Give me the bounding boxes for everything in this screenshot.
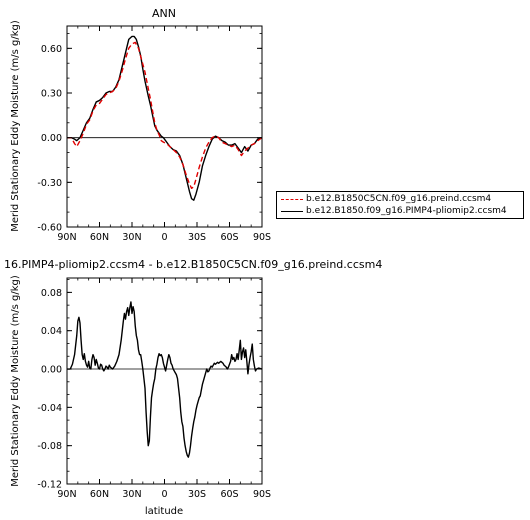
top-plot-frame xyxy=(66,25,263,228)
legend: b.e12.B1850C5CN.f09_g16.preind.ccsm4 b.e… xyxy=(276,191,524,219)
legend-entry-pliomip: b.e12.B1850.f09_g16.PIMP4-pliomip2.ccsm4 xyxy=(281,205,507,217)
x-tick-label: 60S xyxy=(220,232,238,243)
top-chart-title: ANN xyxy=(152,7,176,20)
top-series-group xyxy=(67,35,263,201)
legend-swatch-black-solid xyxy=(281,210,303,212)
bottom-panel: 16.PIMP4-pliomip2.ccsm4 - b.e12.B1850C5C… xyxy=(4,258,382,517)
x-tick-label: 60N xyxy=(90,232,109,243)
bottom-series-group xyxy=(67,301,263,458)
bottom-x-ticks: 90N 60N 30N 0 30S 60S 90S xyxy=(57,278,271,500)
bottom-y-axis-label: Merid Stationary Eddy Moisture (m/s g/kg… xyxy=(10,275,21,487)
top-panel: ANN 0.60 0.30 0.00 -0.30 -0.60 90N 60N 30N 0 30S… xyxy=(10,7,271,243)
x-tick-label: 30N xyxy=(122,489,141,500)
top-y-axis-label: Merid Stationary Eddy Moisture (m/s g/kg… xyxy=(10,20,21,232)
top-series-line-0 xyxy=(67,41,263,189)
bottom-chart-title: 16.PIMP4-pliomip2.ccsm4 - b.e12.B1850C5C… xyxy=(4,258,382,271)
x-tick-label: 0 xyxy=(161,232,167,243)
x-tick-label: 60S xyxy=(220,489,238,500)
x-tick-label: 30N xyxy=(122,232,141,243)
y-tick-label: 0.00 xyxy=(41,133,62,144)
y-tick-label: 0.30 xyxy=(41,89,62,100)
legend-entry-preind: b.e12.B1850C5CN.f09_g16.preind.ccsm4 xyxy=(281,193,491,205)
y-tick-label: 0.60 xyxy=(41,44,62,55)
y-tick-label: 0.04 xyxy=(41,326,62,337)
x-tick-label: 90N xyxy=(57,232,76,243)
x-tick-label: 30S xyxy=(188,232,206,243)
bottom-plot-frame xyxy=(66,277,263,485)
x-tick-label: 90N xyxy=(57,489,76,500)
y-tick-label: -0.60 xyxy=(37,223,62,234)
top-y-ticks: 0.60 0.30 0.00 -0.30 -0.60 xyxy=(37,33,262,234)
y-tick-label: 0.08 xyxy=(41,288,62,299)
y-tick-label: -0.30 xyxy=(37,178,62,189)
x-tick-label: 30S xyxy=(188,489,206,500)
y-tick-label: 0.00 xyxy=(41,365,62,376)
legend-label-pliomip: b.e12.B1850.f09_g16.PIMP4-pliomip2.ccsm4 xyxy=(306,206,507,216)
top-x-ticks: 90N 60N 30N 0 30S 60S 90S xyxy=(57,26,271,243)
top-series-line-1 xyxy=(67,35,263,201)
x-tick-label: 90S xyxy=(253,489,271,500)
legend-label-preind: b.e12.B1850C5CN.f09_g16.preind.ccsm4 xyxy=(306,194,492,204)
x-tick-label: 90S xyxy=(253,232,271,243)
legend-swatch-red-dashed xyxy=(281,198,303,200)
x-tick-label: 60N xyxy=(90,489,109,500)
y-tick-label: -0.08 xyxy=(37,441,62,452)
bottom-y-ticks: 0.08 0.04 0.00 -0.04 -0.08 -0.12 xyxy=(37,279,262,491)
x-tick-label: 0 xyxy=(161,489,167,500)
bot-series-line-0 xyxy=(67,301,263,458)
bottom-x-axis-label: latitude xyxy=(145,506,183,517)
y-tick-label: -0.04 xyxy=(37,403,62,414)
y-tick-label: -0.12 xyxy=(37,480,62,491)
